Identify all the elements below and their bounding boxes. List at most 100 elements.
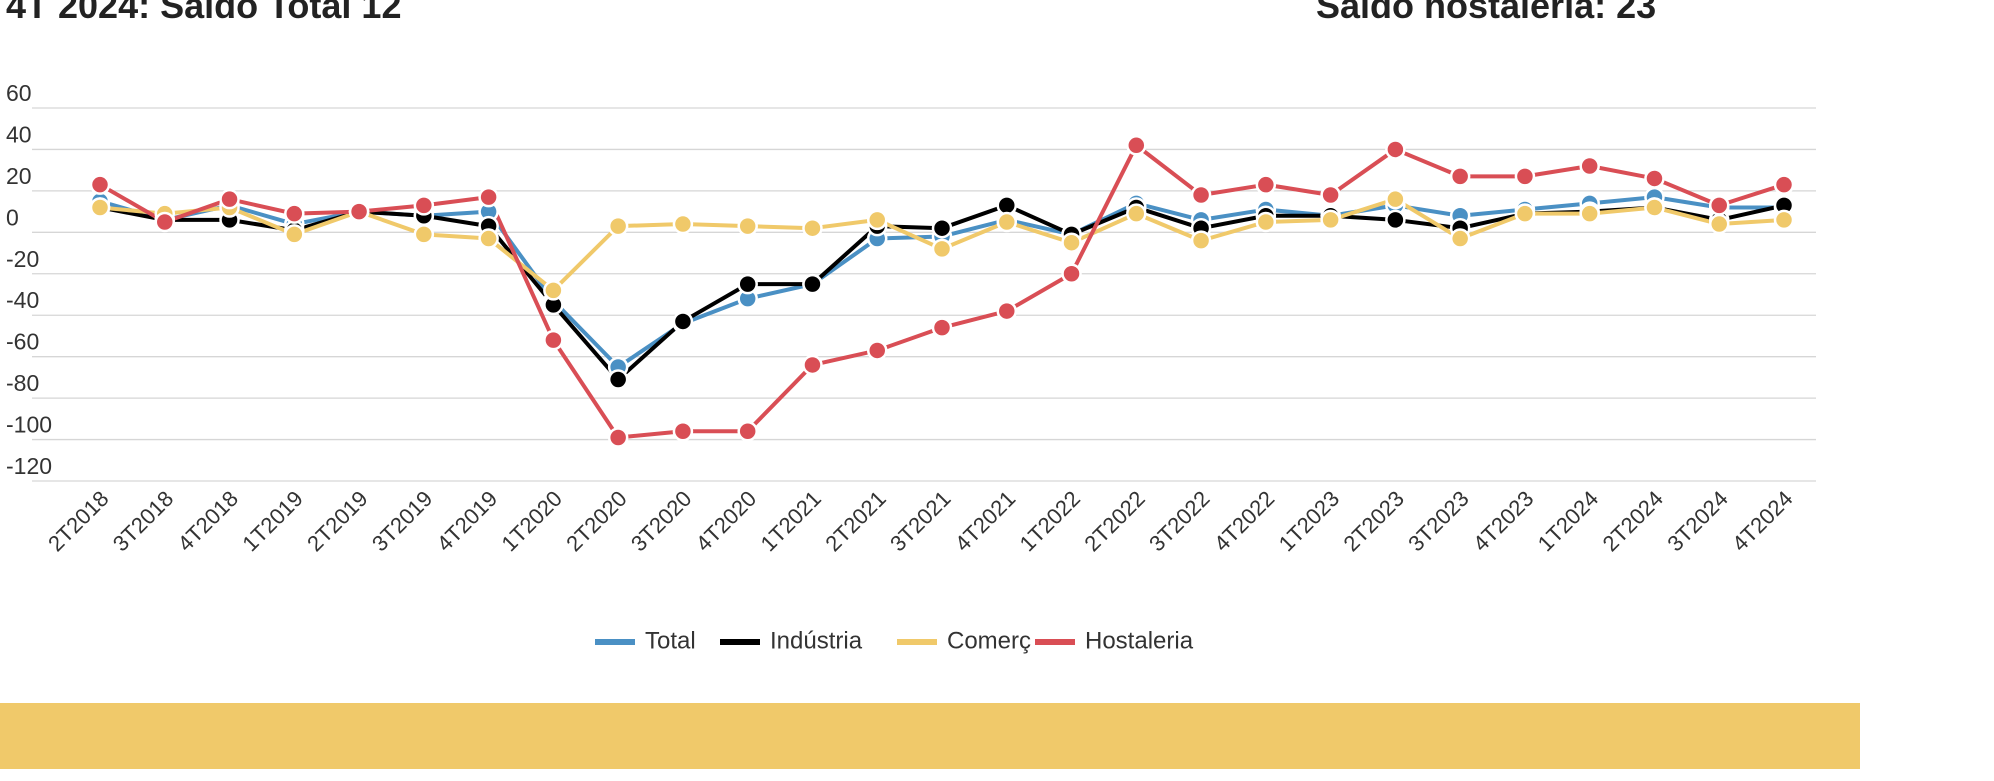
x-tick-label: 4T2024 (1727, 486, 1797, 556)
data-point (1061, 263, 1082, 285)
data-point (1190, 184, 1212, 206)
x-tick-label: 2T2018 (43, 486, 113, 556)
y-tick-label: 60 (6, 80, 32, 106)
x-tick-label: 1T2023 (1274, 486, 1344, 556)
data-point (543, 280, 564, 301)
chart-title: 4T 2024: Saldo Total 12 (6, 0, 401, 26)
data-point (1320, 184, 1341, 206)
x-tick-label: 2T2019 (302, 486, 372, 556)
y-tick-label: -120 (6, 453, 52, 479)
series-line (99, 143, 1785, 440)
y-tick-label: 0 (6, 204, 19, 230)
data-point (1126, 135, 1147, 156)
data-point (89, 197, 111, 218)
data-point (996, 195, 1018, 216)
x-tick-label: 3T2023 (1403, 486, 1473, 556)
x-tick-label: 1T2021 (756, 486, 826, 556)
data-point (802, 273, 823, 295)
chart-subtitle: Saldo hostaleria: 23 (1316, 0, 1656, 26)
data-point (1644, 168, 1665, 189)
data-point (348, 201, 370, 222)
data-point (1126, 203, 1147, 224)
data-point (1255, 211, 1277, 233)
legend-label: Indústria (770, 627, 863, 654)
data-point (1708, 195, 1730, 216)
y-tick-label: -80 (6, 370, 39, 396)
data-point (672, 311, 694, 332)
data-point (996, 211, 1018, 233)
data-point (1514, 166, 1536, 187)
data-point (1385, 139, 1406, 160)
y-tick-label: 40 (6, 121, 32, 147)
data-point (478, 186, 499, 208)
data-point (1385, 188, 1406, 210)
data-point (1449, 228, 1471, 249)
data-point (737, 215, 758, 237)
data-point (413, 224, 435, 245)
x-tick-label: 2T2021 (820, 486, 890, 556)
x-tick-label: 3T2019 (367, 486, 437, 556)
x-tick-label: 3T2024 (1662, 486, 1732, 556)
x-tick-label: 1T2022 (1015, 486, 1085, 556)
x-tick-label: 4T2022 (1209, 486, 1279, 556)
x-tick-label: 3T2022 (1144, 486, 1214, 556)
legend-label: Comerç (947, 627, 1031, 654)
data-point (1773, 174, 1795, 195)
x-tick-label: 4T2020 (691, 486, 761, 556)
data-point (1385, 209, 1406, 231)
data-point (737, 273, 758, 295)
x-tick-label: 2T2023 (1338, 486, 1408, 556)
data-point (672, 421, 694, 442)
data-point (802, 217, 823, 239)
x-tick-label: 3T2020 (626, 486, 696, 556)
y-tick-label: -20 (6, 246, 39, 272)
data-point (1644, 197, 1665, 218)
data-point (1773, 209, 1795, 231)
legend-label: Total (645, 627, 696, 654)
x-tick-label: 2T2022 (1079, 486, 1149, 556)
x-tick-label: 2T2024 (1598, 486, 1668, 556)
x-tick-label: 4T2023 (1468, 486, 1538, 556)
data-point (996, 300, 1018, 322)
data-point (931, 238, 953, 260)
data-point (1255, 174, 1277, 195)
x-tick-label: 1T2024 (1533, 486, 1603, 556)
data-point (1190, 230, 1212, 251)
data-point (1579, 155, 1600, 177)
data-point (607, 215, 629, 237)
y-tick-label: 20 (6, 163, 32, 189)
data-point (866, 209, 888, 231)
data-point (154, 211, 176, 233)
x-tick-label: 2T2020 (561, 486, 631, 556)
legend-label: Hostaleria (1085, 627, 1194, 654)
data-point (543, 329, 564, 351)
data-point (672, 213, 694, 235)
x-tick-label: 3T2021 (885, 486, 955, 556)
x-tick-label: 1T2020 (496, 486, 566, 556)
data-point (1061, 232, 1082, 253)
x-tick-label: 4T2019 (432, 486, 502, 556)
data-point (413, 195, 435, 216)
data-point (478, 228, 499, 249)
data-point (931, 317, 953, 338)
y-tick-label: -40 (6, 287, 39, 313)
y-tick-label: -60 (6, 329, 39, 355)
data-point (802, 354, 823, 376)
data-point (1449, 166, 1471, 187)
x-tick-label: 4T2018 (173, 486, 243, 556)
data-point (284, 224, 305, 245)
x-tick-label: 3T2018 (108, 486, 178, 556)
data-point (1320, 209, 1341, 231)
data-point (1579, 203, 1600, 224)
x-tick-label: 1T2019 (237, 486, 307, 556)
data-point (1708, 213, 1730, 235)
data-point (931, 217, 953, 239)
data-point (1514, 203, 1536, 224)
data-point (607, 427, 629, 448)
data-point (737, 421, 758, 442)
y-tick-label: -100 (6, 412, 52, 438)
data-point (89, 174, 111, 195)
data-point (219, 188, 240, 210)
data-point (284, 203, 305, 224)
